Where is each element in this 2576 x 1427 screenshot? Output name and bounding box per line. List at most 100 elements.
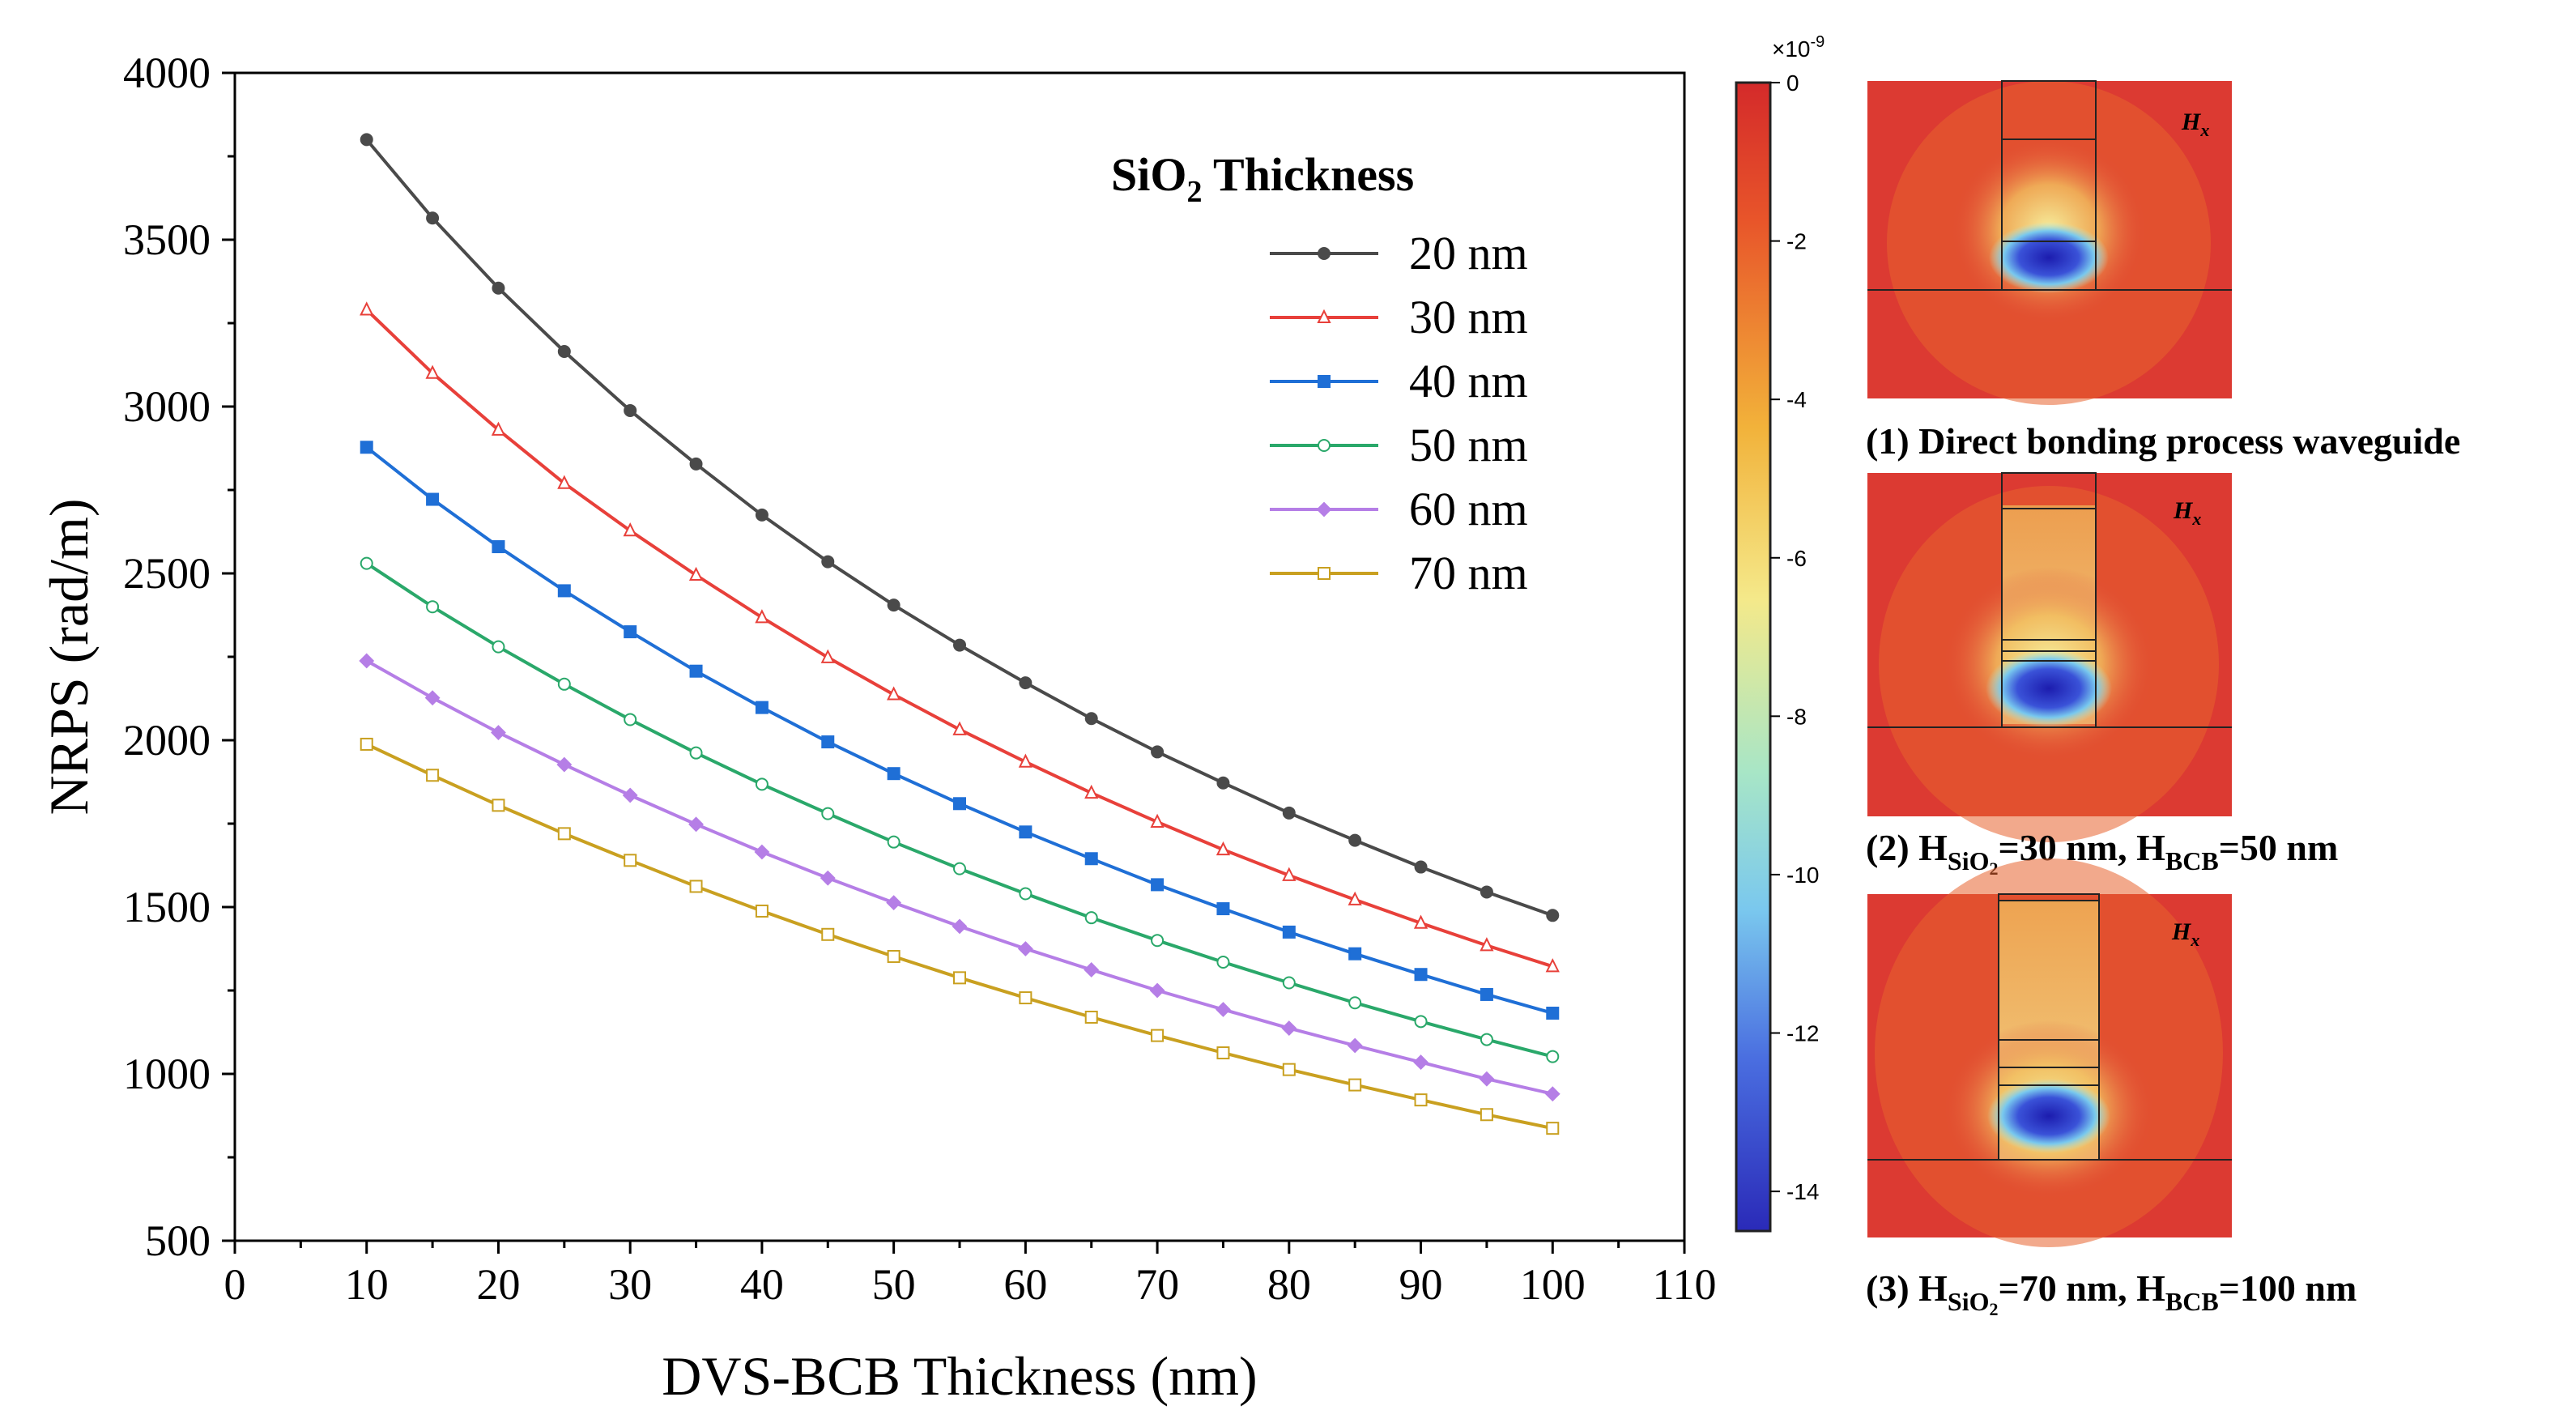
data-point xyxy=(1282,806,1296,820)
y-tick-label: 2000 xyxy=(123,716,211,765)
x-tick-label: 110 xyxy=(1653,1260,1717,1309)
data-point xyxy=(754,844,770,860)
legend-items: 20 nm 30 nm 40 nm 50 nm 60 nm 70 nm xyxy=(1270,227,1528,599)
data-point xyxy=(755,904,769,918)
panel-2-cap-c: =50 nm xyxy=(2219,827,2339,868)
legend-swatch-marker xyxy=(1318,247,1331,260)
legend-swatch-marker xyxy=(1316,501,1332,518)
series-40-nm xyxy=(360,441,1560,1020)
x-tick-label: 30 xyxy=(608,1260,652,1309)
series-20-nm xyxy=(360,133,1560,922)
data-point xyxy=(426,492,440,506)
x-tick-label: 20 xyxy=(476,1260,520,1309)
data-point xyxy=(953,797,966,811)
data-point xyxy=(1546,1050,1560,1063)
data-point xyxy=(755,508,769,522)
data-point xyxy=(426,211,440,225)
data-point xyxy=(821,555,835,569)
data-point xyxy=(887,767,901,781)
x-tick-label: 50 xyxy=(872,1260,916,1309)
y-tick-label: 4000 xyxy=(123,49,211,97)
data-point xyxy=(491,421,506,436)
data-point xyxy=(359,653,375,669)
data-point xyxy=(887,835,901,849)
colorbar-tick-label: -14 xyxy=(1786,1179,1819,1204)
legend-swatch-marker xyxy=(1318,567,1331,580)
data-point xyxy=(624,625,637,639)
legend: SiO2 Thickness 20 nm 30 nm 40 nm 50 nm 60 nm… xyxy=(1111,148,1528,599)
data-point xyxy=(1282,976,1296,990)
x-axis-label: DVS-BCB Thickness (nm) xyxy=(662,1345,1257,1407)
panel-3-field-h: H xyxy=(2171,918,2192,945)
data-point xyxy=(1480,937,1494,952)
data-point xyxy=(1414,860,1428,874)
data-point xyxy=(1545,958,1560,973)
panel-1-field-h: H xyxy=(2181,109,2202,135)
data-point xyxy=(557,827,571,841)
data-point xyxy=(622,787,638,803)
y-tick-label: 2500 xyxy=(123,549,211,598)
data-point xyxy=(1414,1093,1428,1107)
panel-3-caption: (3) HSiO2=70 nm, HBCB=100 nm xyxy=(1866,1267,2357,1319)
x-tick-label: 80 xyxy=(1267,1260,1311,1309)
data-point xyxy=(1018,753,1033,768)
data-point xyxy=(821,927,835,941)
colorbar-tick-label: -6 xyxy=(1786,546,1807,571)
legend-title: SiO2 Thickness xyxy=(1111,148,1414,209)
data-point xyxy=(1413,1054,1429,1070)
data-point xyxy=(1084,712,1098,726)
data-point xyxy=(755,777,769,791)
panel-2-field-h: H xyxy=(2173,497,2194,524)
series-30-nm xyxy=(360,301,1560,973)
y-tick-label: 1000 xyxy=(123,1050,211,1098)
colorbar-exponent-base: ×10 xyxy=(1772,36,1811,62)
data-point xyxy=(820,649,835,663)
data-point xyxy=(689,880,703,893)
data-point xyxy=(1216,902,1230,916)
panel-3-cap-2: 2 xyxy=(1990,1299,1999,1319)
data-point xyxy=(1216,1046,1230,1060)
data-point xyxy=(688,566,704,581)
panel-3-cap-bcb: BCB xyxy=(2165,1287,2219,1316)
data-point xyxy=(820,870,836,886)
data-point xyxy=(1216,776,1230,790)
data-point xyxy=(1151,1029,1165,1042)
data-point xyxy=(1019,825,1033,839)
data-point xyxy=(689,457,703,471)
colorbar-exponent: ×10-9 xyxy=(1772,33,1824,62)
data-point xyxy=(1084,962,1100,978)
legend-item: 40 nm xyxy=(1270,355,1528,407)
series-group xyxy=(359,133,1561,1135)
legend-label: 70 nm xyxy=(1409,547,1528,599)
data-point xyxy=(1019,676,1033,690)
panel-3-cap-b: =70 nm, H xyxy=(1999,1267,2166,1309)
legend-swatch-marker xyxy=(1317,309,1331,323)
legend-item: 60 nm xyxy=(1270,483,1528,535)
data-point xyxy=(952,918,968,935)
legend-title-rest: Thickness xyxy=(1203,148,1415,201)
data-point xyxy=(1084,784,1099,799)
colorbar-tick-label: -12 xyxy=(1786,1021,1819,1046)
data-point xyxy=(1348,891,1362,905)
panel-3-mode-core xyxy=(1987,1079,2110,1153)
legend-label: 20 nm xyxy=(1409,227,1528,279)
colorbar-tick-label: -4 xyxy=(1786,387,1807,412)
data-point xyxy=(360,441,373,454)
panel-1-field-sub: x xyxy=(2199,120,2209,140)
colorbar-exponent-power: -9 xyxy=(1811,33,1825,51)
legend-label: 40 nm xyxy=(1409,355,1528,407)
data-point xyxy=(1084,911,1098,925)
nrps-line-chart: 0 10 20 30 40 50 60 70 80 90 100 110 500 1000 1500 200… xyxy=(38,49,1717,1407)
legend-label: 60 nm xyxy=(1409,483,1528,535)
data-point xyxy=(886,895,902,911)
y-tick-label: 3000 xyxy=(123,382,211,431)
data-point xyxy=(688,816,704,833)
data-point xyxy=(425,364,440,379)
data-point xyxy=(623,522,637,537)
legend-swatch-marker xyxy=(1318,375,1331,388)
field-panel-3: Hx (3) HSiO2=70 nm, HBCB=100 nm xyxy=(1866,858,2357,1319)
data-point xyxy=(1151,745,1165,759)
data-point xyxy=(426,600,440,614)
data-point xyxy=(1414,968,1428,982)
